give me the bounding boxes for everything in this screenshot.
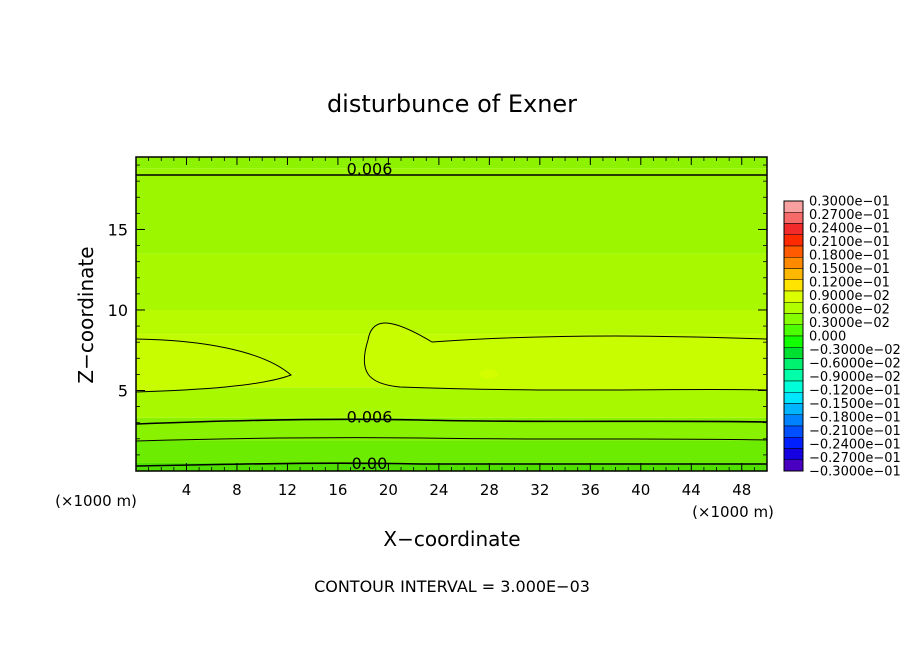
x-tick-label: 8 [232, 481, 242, 499]
colorbar-swatch [783, 335, 804, 348]
colorbar-label: 0.3000e−02 [809, 316, 890, 331]
colorbar-label: −0.1500e−01 [809, 397, 901, 412]
x-tick-label: 48 [732, 481, 751, 499]
x-tick-label: 28 [480, 481, 499, 499]
colorbar-swatch [783, 380, 804, 393]
colorbar-label: 0.2700e−01 [809, 208, 890, 223]
x-tick-label: 16 [328, 481, 347, 499]
field-band [136, 440, 767, 463]
colorbar-swatch [783, 437, 804, 449]
colorbar-swatch [783, 392, 804, 404]
colorbar-label: 0.1800e−01 [809, 249, 890, 264]
colorbar-label: −0.2400e−01 [809, 438, 901, 453]
y-tick-label: 15 [108, 220, 128, 239]
contour-lines: 0.006 0.006 0.00 [135, 159, 768, 473]
contour-line [135, 418, 768, 425]
x-tick-label: 40 [631, 481, 650, 499]
colorbar-swatch [783, 200, 804, 213]
colorbar-label: −0.9000e−02 [809, 370, 901, 385]
colorbar-label: −0.2100e−01 [809, 424, 901, 439]
colorbar-swatch [783, 245, 804, 258]
colorbar-swatch [783, 414, 804, 427]
colorbar-swatch [783, 448, 804, 460]
field-bulge-right [364, 322, 767, 391]
x-unit-right: (×1000 m) [692, 503, 774, 521]
contour-field [136, 157, 767, 471]
colorbar-label: 0.2100e−01 [809, 235, 890, 250]
colorbar-swatch [783, 279, 804, 292]
colorbar-label: 0.6000e−02 [809, 303, 890, 318]
colorbar-swatch [783, 257, 804, 269]
colorbar-label: 0.9000e−02 [809, 289, 890, 304]
colorbar-label: 0.1500e−01 [809, 262, 890, 277]
colorbar-swatch [783, 268, 804, 280]
field-bulge-left [136, 340, 291, 391]
contour-label: 0.006 [347, 407, 393, 426]
field-band [136, 387, 767, 418]
field-band [136, 253, 767, 310]
contour-label: 0.00 [352, 454, 388, 473]
colorbar-swatch [783, 313, 804, 325]
colorbar-swatch [783, 369, 804, 382]
colorbar-swatch [783, 358, 804, 370]
field-spot [480, 369, 498, 379]
colorbar-label: −0.2700e−01 [809, 451, 901, 466]
colorbar-swatch [783, 324, 804, 337]
y-tick-label: 10 [108, 301, 128, 320]
colorbar-swatch [783, 302, 804, 314]
x-tick-label: 44 [682, 481, 701, 499]
colorbar-label: 0.3000e−01 [809, 195, 890, 210]
colorbar: 0.3000e−010.2700e−010.2400e−010.2100e−01… [783, 195, 901, 480]
x-tick-label: 32 [530, 481, 549, 499]
colorbar-swatch [783, 212, 804, 224]
x-tick-label: 12 [278, 481, 297, 499]
colorbar-swatch [783, 403, 804, 415]
field-band [136, 168, 767, 254]
field-band [136, 462, 767, 471]
contour-line [135, 338, 292, 393]
colorbar-swatch [783, 234, 804, 247]
x-tick-label: 4 [182, 481, 192, 499]
x-tick-label: 24 [429, 481, 448, 499]
y-axis-label: Z−coordinate [74, 246, 98, 383]
colorbar-label: −0.1200e−01 [809, 384, 901, 399]
contour-line [363, 322, 768, 391]
colorbar-swatch [783, 290, 804, 303]
contour-line [135, 437, 768, 442]
colorbar-swatch [783, 223, 804, 235]
colorbar-label: 0.1200e−01 [809, 276, 890, 291]
chart-title: disturbunce of Exner [327, 90, 577, 118]
colorbar-label: 0.000 [809, 330, 846, 345]
colorbar-swatch [783, 425, 804, 438]
field-band [136, 309, 767, 335]
contour-label: 0.006 [347, 159, 393, 178]
field-band [136, 157, 767, 169]
colorbar-label: 0.2400e−01 [809, 222, 890, 237]
contour-interval-note: CONTOUR INTERVAL = 3.000E−03 [314, 577, 590, 596]
x-unit-left: (×1000 m) [55, 492, 137, 510]
field-band [136, 417, 767, 441]
x-tick-label: 36 [581, 481, 600, 499]
colorbar-label: −0.6000e−02 [809, 357, 901, 372]
contour-line [135, 462, 768, 467]
colorbar-label: −0.1800e−01 [809, 411, 901, 426]
x-axis-label: X−coordinate [383, 527, 520, 551]
x-tick-label: 20 [379, 481, 398, 499]
colorbar-frame [783, 200, 804, 472]
colorbar-label: −0.3000e−02 [809, 343, 901, 358]
y-tick-label: 5 [118, 381, 128, 400]
colorbar-swatch [783, 459, 804, 472]
colorbar-swatch [783, 347, 804, 359]
colorbar-label: −0.3000e−01 [809, 465, 901, 480]
